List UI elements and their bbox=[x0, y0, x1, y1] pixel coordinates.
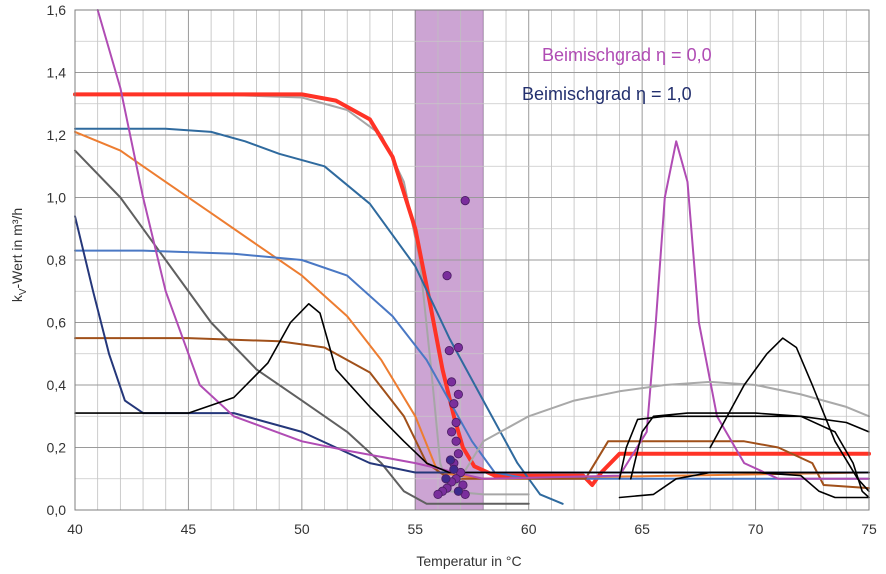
y-axis-title: kV-Wert in m³/h bbox=[9, 208, 29, 302]
x-tick-label: 40 bbox=[67, 521, 83, 537]
x-tick-label: 75 bbox=[861, 521, 877, 537]
y-tick-label: 1,6 bbox=[47, 2, 67, 18]
measurement-point bbox=[458, 480, 468, 490]
measurement-point bbox=[442, 271, 452, 281]
series-line-15 bbox=[618, 471, 870, 499]
measurement-point bbox=[449, 399, 459, 409]
y-tick-label: 0,2 bbox=[47, 440, 67, 456]
measurement-point bbox=[453, 449, 463, 459]
measurement-point bbox=[446, 427, 457, 437]
marker-layer bbox=[433, 196, 470, 499]
series-line-10 bbox=[455, 380, 870, 486]
tick-label-layer: 40 45 50 55 60 65 70 75 0,0 0,2 0,4 0,6 0,8 1,0 1,2 1,4… bbox=[47, 2, 877, 537]
series-line-14 bbox=[709, 337, 870, 493]
measurement-point bbox=[446, 377, 457, 387]
measurement-point bbox=[445, 455, 456, 465]
legend: Beimischgrad η = 0,0 Beimischgrad η = 1,… bbox=[522, 45, 712, 104]
x-tick-label: 70 bbox=[748, 521, 764, 537]
y-axis-title-rest: -Wert in m³/h bbox=[9, 208, 25, 289]
measurement-point bbox=[449, 464, 459, 474]
x-tick-label: 45 bbox=[181, 521, 197, 537]
y-tick-label: 1,0 bbox=[47, 190, 67, 206]
measurement-point bbox=[453, 342, 463, 353]
legend-entry-eta-0: Beimischgrad η = 0,0 bbox=[542, 45, 712, 65]
series-line-2 bbox=[73, 92, 871, 487]
plot-frame bbox=[74, 9, 870, 511]
y-tick-label: 0,6 bbox=[47, 315, 67, 331]
y-tick-label: 0,8 bbox=[47, 252, 67, 268]
x-axis-title: Temperatur in °C bbox=[416, 553, 521, 569]
measurement-point bbox=[451, 436, 461, 446]
measurement-point bbox=[453, 389, 463, 399]
series-line-4 bbox=[74, 130, 870, 480]
y-tick-label: 0,4 bbox=[47, 377, 67, 393]
series-line-3 bbox=[74, 127, 564, 505]
measurement-point bbox=[433, 489, 443, 499]
legend-entry-eta-1: Beimischgrad η = 1,0 bbox=[522, 84, 692, 104]
measurement-point bbox=[441, 474, 451, 484]
x-tick-label: 60 bbox=[521, 521, 537, 537]
measurement-point bbox=[451, 417, 461, 428]
y-tick-label: 0,0 bbox=[47, 502, 67, 518]
x-tick-label: 65 bbox=[634, 521, 650, 537]
measurement-point bbox=[453, 486, 463, 496]
y-axis-title-subscript: V bbox=[18, 288, 29, 295]
series-line-5 bbox=[74, 149, 530, 505]
measurement-point bbox=[460, 196, 470, 206]
y-axis-title-k: k bbox=[9, 294, 25, 302]
y-tick-label: 1,2 bbox=[47, 127, 67, 143]
series-line-13 bbox=[618, 415, 870, 480]
y-tick-label: 1,4 bbox=[47, 65, 67, 81]
x-tick-label: 55 bbox=[407, 521, 423, 537]
series-line-6 bbox=[74, 249, 870, 480]
series-line-11 bbox=[74, 303, 870, 474]
x-tick-label: 50 bbox=[294, 521, 310, 537]
axis-layer bbox=[74, 9, 870, 511]
measurement-point bbox=[444, 346, 454, 356]
